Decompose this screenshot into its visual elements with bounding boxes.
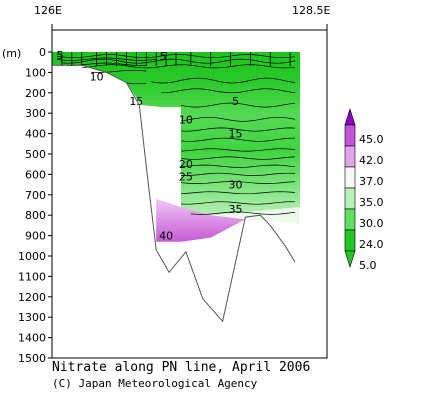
contour-label: 10 bbox=[179, 113, 193, 126]
contour-label: 35 bbox=[229, 203, 243, 216]
y-tick-label: 900 bbox=[25, 230, 46, 243]
contour-line bbox=[180, 127, 296, 132]
colorbar-segment bbox=[344, 166, 356, 189]
contour-label: 20 bbox=[179, 158, 193, 171]
contour-line bbox=[180, 164, 296, 168]
contour-line bbox=[180, 148, 296, 152]
contour-label: 25 bbox=[179, 170, 193, 183]
contour-line bbox=[180, 137, 296, 142]
colorbar-bottom-arrow bbox=[344, 250, 356, 269]
y-tick-label: 1100 bbox=[18, 270, 46, 283]
contour-lines bbox=[56, 54, 296, 215]
contour-line bbox=[126, 82, 147, 85]
contour-line bbox=[180, 116, 296, 122]
section-fill-main bbox=[52, 52, 300, 232]
colorbar-label: 37.0 bbox=[359, 175, 384, 188]
contour-line bbox=[180, 201, 296, 205]
colorbar-segment bbox=[344, 145, 356, 168]
colorbar-segment bbox=[344, 187, 356, 210]
x-axis-left-label: 126E bbox=[34, 4, 62, 17]
y-tick-label: 200 bbox=[25, 87, 46, 100]
contour-label: 15 bbox=[129, 95, 143, 108]
y-tick-label: 100 bbox=[25, 66, 46, 79]
contour-line bbox=[190, 211, 296, 215]
colorbar: 45.0 42.0 37.0 35.0 30.0 24.0 5.0 bbox=[344, 107, 384, 272]
section-fill-light bbox=[210, 207, 300, 224]
colorbar-label: 35.0 bbox=[359, 196, 384, 209]
bottom-profile-line bbox=[52, 64, 296, 323]
contour-label: 40 bbox=[159, 230, 173, 243]
x-axis-right-label: 128.5E bbox=[292, 4, 330, 17]
y-tick-label: 700 bbox=[25, 189, 46, 202]
y-tick-label: 600 bbox=[25, 168, 46, 181]
contour-label: 30 bbox=[229, 179, 243, 192]
colorbar-top-arrow bbox=[344, 107, 356, 126]
contour-line bbox=[81, 64, 296, 69]
colorbar-label: 30.0 bbox=[359, 217, 384, 230]
contour-line bbox=[181, 172, 296, 176]
contour-line bbox=[151, 77, 296, 84]
colorbar-label: 42.0 bbox=[359, 154, 384, 167]
colorbar-segment bbox=[344, 124, 356, 147]
contour-line bbox=[161, 88, 296, 94]
y-tick-label: 1200 bbox=[18, 291, 46, 304]
contour-line bbox=[91, 70, 147, 73]
y-axis-unit-label: (m) bbox=[2, 47, 21, 60]
contour-label: 5 bbox=[232, 95, 239, 108]
colorbar-segment bbox=[344, 208, 356, 231]
contour-label: 15 bbox=[229, 128, 243, 141]
y-tick-label: 1000 bbox=[18, 250, 46, 263]
y-tick-label: 400 bbox=[25, 128, 46, 141]
colorbar-label: 5.0 bbox=[359, 259, 377, 272]
y-tick-label: 500 bbox=[25, 148, 46, 161]
chart-title: Nitrate along PN line, April 2006 bbox=[52, 360, 311, 375]
y-tick-label: 300 bbox=[25, 107, 46, 120]
colorbar-segment bbox=[344, 229, 356, 252]
section-fill-deep bbox=[156, 198, 246, 242]
nitrate-fill bbox=[52, 52, 300, 242]
colorbar-label: 45.0 bbox=[359, 133, 384, 146]
chart-credit: (C) Japan Meteorological Agency bbox=[52, 377, 258, 390]
contour-line bbox=[180, 102, 296, 108]
y-tick-label: 1500 bbox=[18, 352, 46, 365]
y-axis-ticks: 0 100 200 300 400 500 600 700 800 900 1000 1100 1200… bbox=[18, 46, 52, 365]
contour-line bbox=[180, 156, 296, 160]
y-tick-label: 0 bbox=[39, 46, 46, 59]
y-tick-label: 800 bbox=[25, 209, 46, 222]
y-tick-label: 1300 bbox=[18, 311, 46, 324]
contour-line bbox=[180, 181, 296, 184]
contour-label: 10 bbox=[90, 70, 104, 83]
contour-label: 5 bbox=[160, 50, 167, 63]
contour-line bbox=[180, 191, 296, 195]
contour-label: 5 bbox=[56, 49, 63, 62]
contour-line bbox=[61, 58, 296, 64]
colorbar-label: 24.0 bbox=[359, 238, 384, 251]
y-tick-label: 1400 bbox=[18, 332, 46, 345]
